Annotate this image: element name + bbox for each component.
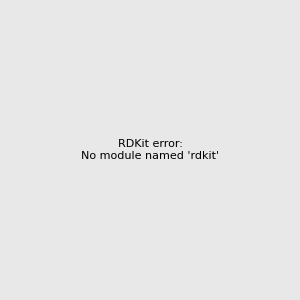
Text: RDKit error:
No module named 'rdkit': RDKit error: No module named 'rdkit' xyxy=(81,139,219,161)
